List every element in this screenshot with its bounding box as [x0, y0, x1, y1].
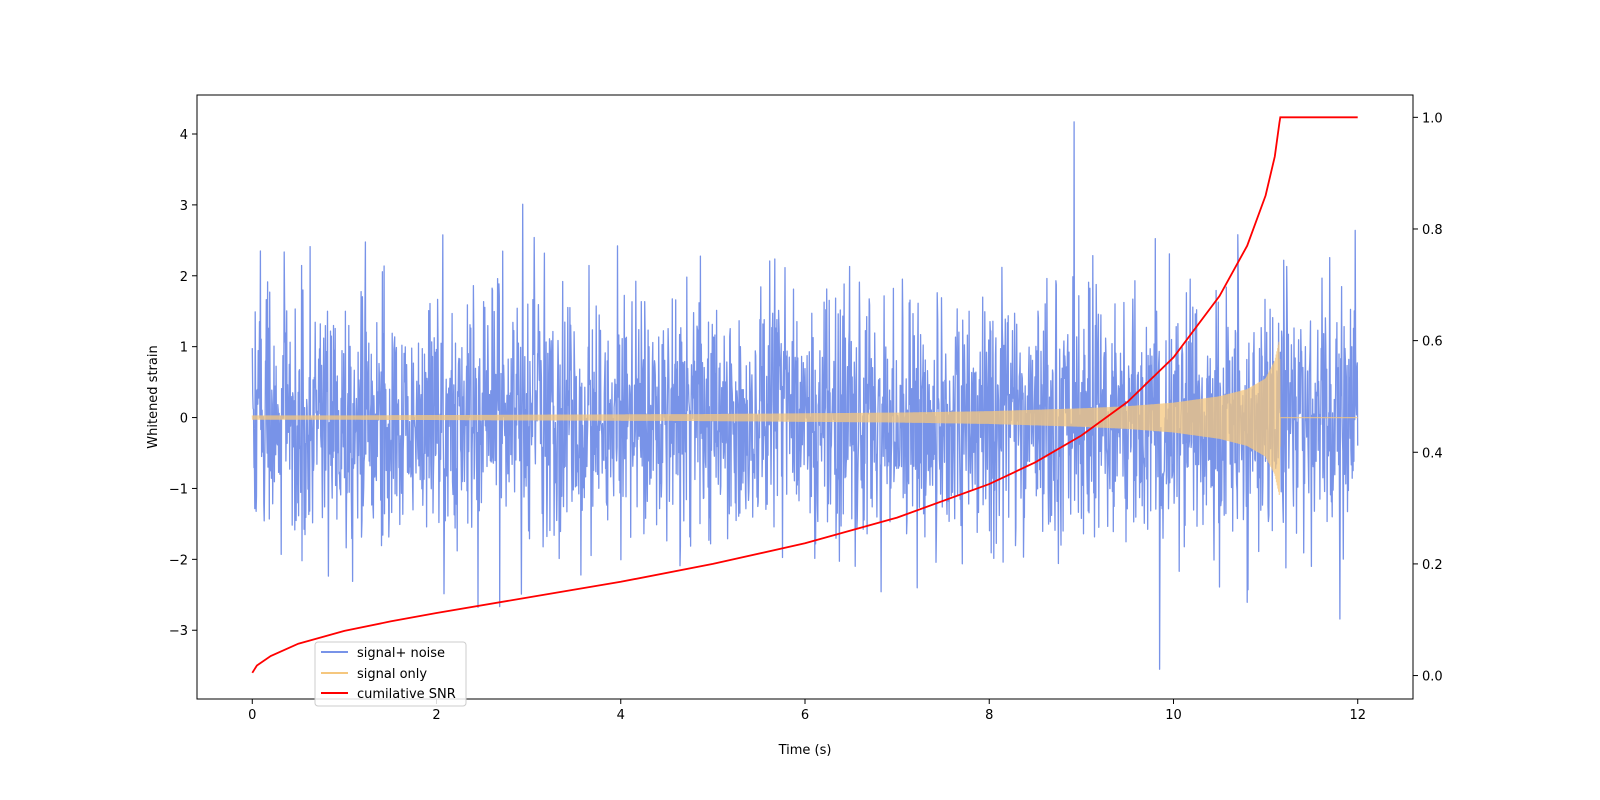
y-axis-left: −3 −2 −1 0 1 2 3 4	[169, 128, 197, 639]
x-tick-label: 8	[985, 708, 993, 723]
x-tick-label: 4	[617, 708, 625, 723]
x-axis-label: Time (s)	[778, 743, 832, 758]
y-tick-label: 2	[180, 270, 188, 285]
y-tick-label: −2	[169, 553, 188, 568]
legend: signal+ noise signal only cumilative SNR	[314, 641, 467, 707]
y2-tick-label: 1.0	[1422, 111, 1443, 126]
y-tick-label: 1	[180, 341, 188, 356]
y2-tick-label: 0.8	[1422, 223, 1443, 238]
series-cumulative-snr-line	[251, 116, 1358, 674]
y-tick-label: 3	[180, 199, 188, 214]
series-signal-only-line	[251, 341, 1358, 496]
x-axis: 0 2 4 6 8 10 12	[248, 699, 1366, 723]
y-tick-label: 4	[180, 128, 188, 143]
x-tick-label: 2	[432, 708, 440, 723]
legend-label-signal-noise: signal+ noise	[357, 646, 445, 661]
legend-label-signal-only: signal only	[357, 667, 427, 682]
y-tick-label: 0	[180, 412, 188, 427]
y-tick-label: −3	[169, 624, 188, 639]
y2-tick-label: 0.4	[1422, 446, 1443, 461]
series-layer	[251, 116, 1359, 674]
x-tick-label: 6	[801, 708, 809, 723]
y2-tick-label: 0.6	[1422, 335, 1443, 350]
y-axis-right: 0.0 0.2 0.4 0.6 0.8 1.0	[1413, 111, 1443, 685]
x-tick-label: 10	[1165, 708, 1182, 723]
y-axis-label: Whitened strain	[146, 345, 161, 448]
legend-box	[314, 641, 467, 707]
y2-tick-label: 0.2	[1422, 558, 1443, 573]
y-tick-label: −1	[169, 482, 188, 497]
legend-label-cumulative-snr: cumilative SNR	[357, 687, 456, 702]
x-tick-label: 12	[1349, 708, 1366, 723]
x-tick-label: 0	[248, 708, 256, 723]
y2-tick-label: 0.0	[1422, 670, 1443, 685]
